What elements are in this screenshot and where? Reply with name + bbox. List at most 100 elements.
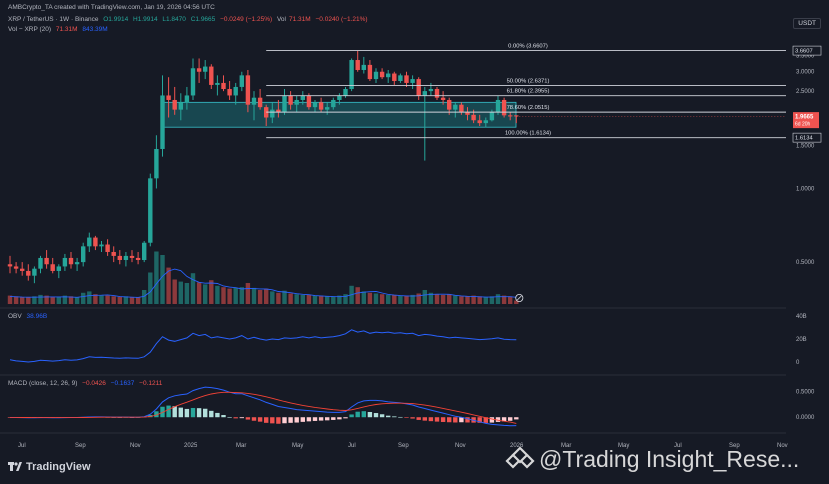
chart-canvas[interactable]: 0.00% (3.6607) 50.00% (2.6371) 61.80% (2.3… (0, 0, 829, 452)
volume-bar (62, 295, 68, 304)
fib-axis-tag-1 (792, 132, 822, 143)
candle (440, 91, 446, 105)
candle-body (172, 99, 177, 110)
macd-histogram-bar (514, 417, 519, 420)
candle (7, 255, 13, 274)
volume-bar (257, 290, 263, 304)
volume-bar (367, 292, 373, 304)
vol-ma-label[interactable]: Vol − XRP (20) (8, 26, 52, 33)
macd-histogram-bar (404, 417, 409, 418)
volume-bar (32, 296, 37, 304)
macd-histogram-bar (483, 417, 488, 423)
volume-indicator-line: Vol − XRP (20) 71.31M 843.39M (8, 26, 111, 33)
last-price-label: 1.9665 (795, 115, 814, 121)
volume-bar (282, 290, 287, 304)
volume-bar (392, 294, 397, 304)
candle-body (257, 97, 263, 108)
macd-histogram-bar (434, 417, 440, 422)
time-tick-label: May (618, 443, 629, 449)
volume-bar (428, 292, 434, 304)
candle-body (361, 64, 366, 70)
candle-body (209, 66, 214, 85)
tradingview-brand: TradingView (26, 461, 91, 473)
macd-legend: MACD (close, 12, 26, 9) −0.0426 −0.1637 … (8, 380, 165, 387)
macd-histogram-bar (367, 412, 373, 418)
volume-bar (270, 291, 275, 304)
ohlc-open: O1.9914 (103, 16, 129, 23)
volume-bar (337, 295, 342, 304)
candle-body (282, 95, 287, 113)
vol-ma-value-2: 843.39M (82, 26, 108, 33)
volume-bar (398, 295, 403, 304)
time-tick-label: 2025 (184, 443, 198, 449)
ohlc-close: C1.9665 (190, 16, 216, 23)
time-tick-label: Nov (130, 443, 141, 449)
macd-label[interactable]: MACD (close, 12, 26, 9) (8, 380, 78, 387)
candle-body (398, 75, 403, 81)
candle (367, 60, 373, 81)
volume-bar (386, 294, 391, 304)
replay-target-icon (515, 293, 524, 302)
candle-body (440, 97, 446, 100)
candle (172, 86, 177, 115)
volume-bar (142, 290, 147, 304)
macd-histogram-bar (184, 408, 190, 418)
volume-bar (221, 287, 226, 304)
candle-body (477, 120, 482, 124)
candle (148, 173, 153, 247)
candle-body (203, 66, 208, 72)
volume-bar (74, 297, 80, 304)
fib-label-1: 50.00% (2.6371) (507, 78, 550, 84)
candle (178, 93, 183, 121)
volume-bar (215, 285, 220, 304)
time-tick-label: Sep (75, 443, 86, 449)
candle-body (471, 114, 476, 121)
candle-body (62, 257, 68, 267)
time-tick-label: Nov (777, 443, 788, 449)
symbol-line: XRP / TetherUS · 1W · Binance O1.9914 H1… (8, 16, 371, 23)
candle (62, 253, 68, 271)
tradingview-logo[interactable]: TradingView (8, 461, 91, 473)
candle (361, 56, 366, 74)
macd-histogram-bar (508, 417, 513, 421)
obv-line (9, 329, 517, 363)
candle-body (276, 109, 281, 113)
volume-bar (44, 295, 49, 304)
volume-bar (355, 287, 360, 304)
macd-histogram-bar (239, 417, 244, 419)
candle-body (227, 89, 232, 96)
candle-body (373, 71, 379, 80)
candle (251, 91, 257, 121)
candle (227, 80, 232, 100)
volume-bar (459, 296, 464, 304)
symbol-name[interactable]: XRP / TetherUS · 1W · Binance (8, 16, 99, 23)
volume-bar (276, 292, 281, 304)
obv-label[interactable]: OBV (8, 313, 22, 320)
price-tick-label: 1.0000 (796, 186, 815, 192)
candle (135, 251, 141, 265)
candle-body (410, 79, 415, 83)
candle-body (50, 264, 55, 271)
candle-body (184, 95, 190, 103)
candle (111, 246, 116, 263)
macd-histogram-bar (501, 417, 507, 422)
volume-bar (477, 296, 482, 304)
candle-body (20, 268, 25, 271)
volume-bar (379, 294, 385, 304)
currency-button[interactable]: USDT (793, 18, 821, 29)
candle (355, 50, 360, 72)
volume-bar (148, 272, 153, 304)
macd-histogram-bar (203, 408, 208, 418)
vol-value: 71.31M (289, 16, 311, 23)
macd-histogram-bar (154, 411, 159, 418)
signal-line (10, 391, 517, 424)
candle-body (74, 262, 80, 265)
candle (68, 251, 74, 269)
fib-label-2: 61.80% (2.3955) (507, 89, 550, 95)
candle (410, 75, 415, 90)
time-tick-label: Jul (674, 443, 682, 449)
candle-body (306, 95, 312, 108)
volume-bar (26, 297, 31, 304)
candle (453, 102, 458, 118)
candle (196, 58, 202, 83)
